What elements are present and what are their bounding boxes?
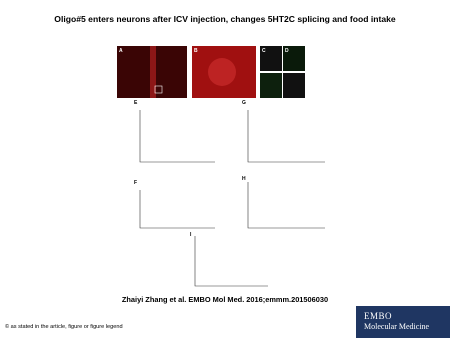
- image-panel: [260, 46, 282, 71]
- citation: Zhaiyi Zhang et al. EMBO Mol Med. 2016;e…: [121, 295, 329, 304]
- slide-title: Oligo#5 enters neurons after ICV injecti…: [54, 14, 396, 24]
- logo-line: Molecular Medicine: [364, 322, 430, 331]
- journal-logo: EMBO Molecular Medicine: [356, 306, 450, 338]
- image-detail: [150, 46, 156, 98]
- panel-label: D: [285, 48, 289, 54]
- panel-label: I: [190, 232, 192, 238]
- image-panel: [283, 73, 305, 98]
- panel-axes: [139, 190, 215, 229]
- image-panel: [260, 73, 282, 98]
- image-detail: [208, 58, 236, 86]
- logo-line: EMBO: [364, 311, 393, 321]
- image-detail: [154, 85, 163, 94]
- panel-label: H: [242, 176, 246, 182]
- panel-axes: [194, 236, 268, 287]
- image-panel: [283, 46, 305, 71]
- copyright: © as stated in the article, figure or fi…: [5, 324, 123, 330]
- panel-label: B: [194, 48, 198, 54]
- panel-label: C: [262, 48, 266, 54]
- panel-label: E: [134, 100, 138, 106]
- figure: A B C D E F G H I: [117, 46, 325, 287]
- panel-axes: [247, 182, 325, 229]
- panel-label: G: [242, 100, 246, 106]
- panel-label: A: [119, 48, 123, 54]
- panel-axes: [247, 110, 325, 163]
- panel-label: F: [134, 180, 137, 186]
- panel-axes: [139, 110, 215, 163]
